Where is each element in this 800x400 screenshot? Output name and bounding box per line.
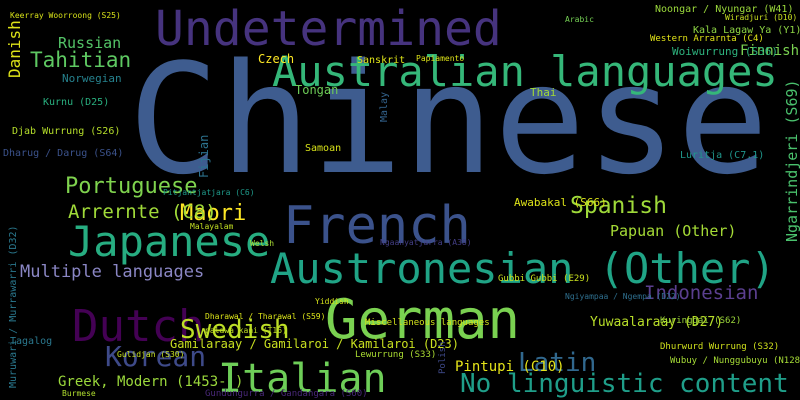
word: Danish bbox=[5, 20, 24, 78]
word: Gundungurra / Gandangara (S60) bbox=[205, 389, 368, 399]
word: Greek, Modern (1453- ) bbox=[58, 374, 243, 390]
word: Papuan (Other) bbox=[610, 222, 736, 240]
word: Maori bbox=[180, 201, 246, 226]
word: Portuguese bbox=[65, 174, 197, 199]
word: Malay bbox=[379, 92, 390, 122]
word: Fijian bbox=[197, 135, 211, 178]
word: Ngiyampaa / Ngempa (D22) bbox=[565, 292, 681, 301]
word: French bbox=[283, 196, 471, 256]
word: Sanskrit bbox=[357, 55, 405, 66]
word: Italian bbox=[218, 356, 387, 400]
word: Ngaanyatjarra (A38) bbox=[380, 238, 472, 247]
word: Wubuy / Nunggubuyu (N128) bbox=[670, 356, 800, 366]
word: Multiple languages bbox=[20, 262, 204, 282]
word: Yiddish bbox=[315, 297, 349, 306]
word: Latin bbox=[518, 348, 596, 378]
word: Korean bbox=[105, 340, 206, 373]
word: Gamilaraay / Gamilaroi / Kamilaroi (D23) bbox=[170, 337, 459, 351]
word: Samoan bbox=[305, 143, 341, 154]
word: Tagalog bbox=[10, 336, 52, 347]
word: Austronesian (Other) bbox=[270, 244, 776, 293]
word: Tongan bbox=[295, 83, 338, 97]
word: Luritja (C7.1) bbox=[680, 150, 764, 161]
word: Noongar / Nyungar (W41) bbox=[655, 4, 793, 15]
word: Gulidjan (S30) bbox=[117, 350, 184, 359]
word: Japanese bbox=[68, 217, 270, 266]
word: Czech bbox=[258, 52, 294, 66]
word: Kurnu (D25) bbox=[43, 97, 109, 108]
word: Yuwaalaraay (D27) bbox=[590, 315, 723, 330]
word: Burmese bbox=[62, 389, 96, 398]
word: Awabakal (S66) bbox=[514, 196, 607, 209]
word: Australian languages bbox=[272, 47, 778, 96]
word: Western Arrarnta (C4) bbox=[650, 34, 764, 44]
word: Arabic bbox=[565, 15, 594, 24]
word: Muruwari / Murrawarri (D32) bbox=[8, 225, 19, 388]
word: Undetermined bbox=[155, 1, 502, 57]
word: Gubbi Gubbi (E29) bbox=[498, 274, 590, 284]
word: Miscellaneous languages bbox=[365, 318, 490, 328]
word: Dutch bbox=[72, 301, 204, 352]
word: Dharug / Darug (S64) bbox=[3, 148, 123, 159]
word: German bbox=[325, 288, 520, 351]
word: Spanish bbox=[570, 193, 667, 219]
word: Woiwurrung (S36) bbox=[672, 45, 778, 58]
word: Chinese bbox=[128, 31, 769, 208]
word: Wiradjuri (D10) bbox=[725, 13, 797, 22]
word: Papiamento bbox=[416, 54, 464, 63]
word: Finnish bbox=[740, 43, 799, 59]
word: Kuringgai (S62) bbox=[660, 316, 741, 326]
word: No linguistic content bbox=[460, 369, 789, 399]
word: Thai bbox=[530, 86, 557, 99]
word: Welsh bbox=[250, 239, 274, 248]
word: Kala Lagaw Ya (Y1) bbox=[693, 25, 800, 36]
word: Norwegian bbox=[62, 72, 122, 85]
word: Pitjantjatjara (C6) bbox=[163, 188, 255, 197]
word: Dharawal / Tharawal (S59) bbox=[205, 312, 325, 321]
word: palawa kani (T16) bbox=[205, 326, 287, 335]
word: Tahitian bbox=[30, 48, 131, 72]
word: Polish bbox=[438, 341, 448, 374]
word: Arrernte (C8) bbox=[68, 201, 217, 223]
word: Keerray Woorroong (S25) bbox=[10, 11, 121, 20]
word: Swedish bbox=[180, 315, 290, 345]
word: Ngarrindjeri (S69) bbox=[783, 79, 800, 242]
word: Djab Wurrung (S26) bbox=[12, 126, 120, 137]
word: Pintupi (C10) bbox=[455, 359, 565, 375]
word: Russian bbox=[58, 34, 121, 52]
word: Malayalam bbox=[190, 222, 234, 231]
word: Dhurwurd Wurrung (S32) bbox=[660, 342, 779, 352]
word: Lewurrung (S33) bbox=[355, 350, 436, 360]
word: Indonesian bbox=[644, 282, 758, 304]
